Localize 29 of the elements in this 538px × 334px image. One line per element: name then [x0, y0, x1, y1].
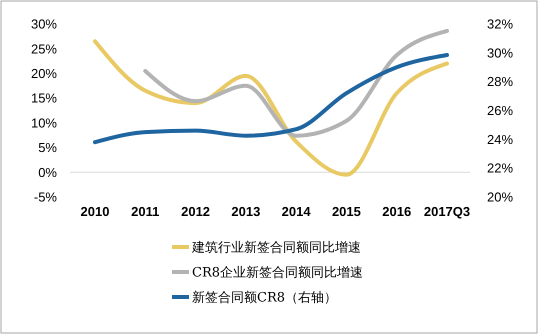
line-series — [93, 39, 449, 177]
x-tick-label: 2017Q3 — [424, 204, 470, 219]
y2-tick-label: 24% — [487, 132, 514, 147]
line-series — [143, 28, 449, 138]
x-tick-label: 2013 — [231, 204, 260, 219]
y2-tick-label: 32% — [487, 16, 514, 32]
y2-tick-label: 20% — [487, 190, 514, 205]
y2-tick-label: 26% — [487, 103, 514, 118]
y-tick-label: 5% — [38, 140, 58, 156]
y-tick-label: 0% — [38, 164, 58, 180]
y-tick-label: 20% — [30, 66, 58, 81]
y-tick-label: 15% — [30, 90, 58, 106]
x-tick-label: 2011 — [131, 204, 160, 219]
line-series — [93, 52, 449, 144]
legend-label: 新签合同额CR8（右轴） — [192, 290, 338, 306]
x-tick-label: 2012 — [181, 204, 210, 219]
y-tick-label: -5% — [34, 190, 58, 205]
x-tick-label: 2010 — [80, 204, 110, 219]
y-tick-label: 30% — [30, 16, 58, 32]
y2-tick-label: 22% — [487, 160, 514, 176]
x-tick-label: 2015 — [332, 204, 361, 219]
y-tick-label: 25% — [30, 41, 58, 56]
y2-tick-label: 28% — [487, 74, 514, 90]
x-tick-label: 2014 — [282, 204, 312, 219]
y-tick-label: 10% — [30, 115, 58, 130]
x-tick-label: 2016 — [382, 204, 412, 219]
y2-tick-label: 30% — [487, 45, 514, 60]
legend-label: 建筑行业新签合同额同比增速 — [191, 240, 361, 256]
legend-label: CR8企业新签合同额同比增速 — [192, 266, 364, 281]
